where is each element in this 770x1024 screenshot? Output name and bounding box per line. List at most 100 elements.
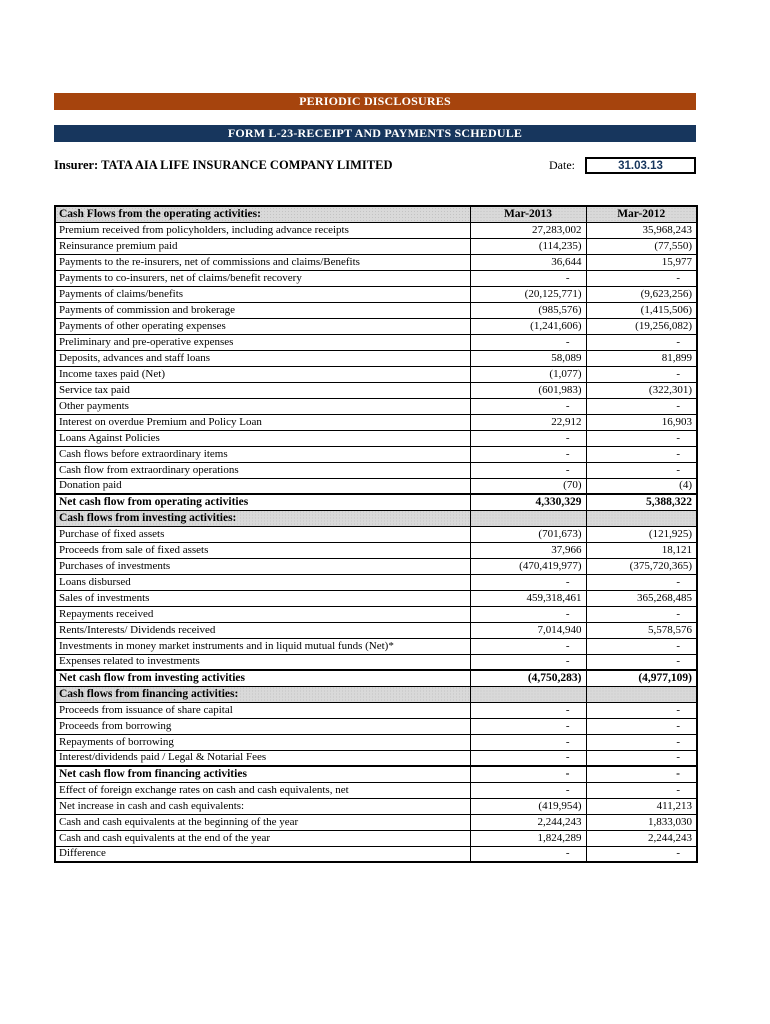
row-label: Payments of other operating expenses [54,317,471,335]
row-label: Proceeds from sale of fixed assets [54,541,471,559]
value-mar-2013: 4,330,329 [469,493,587,511]
value-mar-2012: (121,925) [585,525,698,543]
section-operating-activities: Cash Flows from the operating activities… [54,205,471,223]
value-mar-2013: 58,089 [469,349,587,367]
table-row: Interest on overdue Premium and Policy L… [54,413,698,431]
value-mar-2012: 16,903 [585,413,698,431]
table-row: Preliminary and pre-operative expenses - - [54,333,698,351]
value-mar-2012: (322,301) [585,381,698,399]
date-label: Date: [549,158,575,172]
value-mar-2012: 18,121 [585,541,698,559]
table-row: Net increase in cash and cash equivalent… [54,797,698,815]
value-mar-2012: 1,833,030 [585,813,698,831]
table-row: Cash and cash equivalents at the end of … [54,829,698,847]
row-label: Cash flow from extraordinary operations [54,461,471,479]
table-row: Cash flow from extraordinary operations -… [54,461,698,479]
value-mar-2013 [469,685,587,703]
value-mar-2012: 81,899 [585,349,698,367]
value-mar-2013: (470,419,977) [469,557,587,575]
row-label: Deposits, advances and staff loans [54,349,471,367]
row-label: Interest/dividends paid / Legal & Notari… [54,749,471,767]
table-row: Net cash flow from investing activities (… [54,669,698,687]
value-mar-2013: - [469,733,587,751]
row-label: Net cash flow from investing activities [54,669,471,687]
row-label: Rents/Interests/ Dividends received [54,621,471,639]
row-label: Cash flows before extraordinary items [54,445,471,463]
table-row: Net cash flow from financing activities -… [54,765,698,783]
value-mar-2013: (70) [469,477,587,495]
value-mar-2012: (4,977,109) [585,669,698,687]
row-label: Cash and cash equivalents at the beginni… [54,813,471,831]
value-mar-2013: (985,576) [469,301,587,319]
row-label: Loans Against Policies [54,429,471,447]
table-row: Payments to co-insurers, net of claims/b… [54,269,698,287]
value-mar-2013: 459,318,461 [469,589,587,607]
value-mar-2013: 27,283,002 [469,221,587,239]
row-label: Donation paid [54,477,471,495]
value-mar-2012 [585,509,698,527]
value-mar-2013: (701,673) [469,525,587,543]
row-label: Net cash flow from operating activities [54,493,471,511]
insurer-line: Insurer: TATA AIA LIFE INSURANCE COMPANY… [54,158,392,173]
value-mar-2012: 5,388,322 [585,493,698,511]
row-label: Sales of investments [54,589,471,607]
value-mar-2013: - [469,573,587,591]
table-row: Deposits, advances and staff loans 58,089… [54,349,698,367]
row-label: Purchases of investments [54,557,471,575]
value-mar-2012: (19,256,082) [585,317,698,335]
value-mar-2012: - [585,445,698,463]
table-row: Payments to the re-insurers, net of comm… [54,253,698,271]
row-label: Premium received from policyholders, inc… [54,221,471,239]
row-label: Repayments received [54,605,471,623]
value-mar-2013: 22,912 [469,413,587,431]
row-label: Net cash flow from financing activities [54,765,471,783]
row-label: Payments of commission and brokerage [54,301,471,319]
date-field[interactable]: 31.03.13 [585,157,696,174]
value-mar-2013: - [469,461,587,479]
value-mar-2013: - [469,445,587,463]
table-row: Effect of foreign exchange rates on cash… [54,781,698,799]
value-mar-2012: - [585,653,698,671]
value-mar-2012: - [585,333,698,351]
value-mar-2013: - [469,845,587,863]
table-row: Reinsurance premium paid (114,235) (77,550… [54,237,698,255]
insurer-date-row: Insurer: TATA AIA LIFE INSURANCE COMPANY… [54,156,696,175]
value-mar-2012: - [585,269,698,287]
table-row: Proceeds from borrowing - - [54,717,698,735]
value-mar-2012: - [585,717,698,735]
value-mar-2012: 35,968,243 [585,221,698,239]
table-row: Payments of commission and brokerage (985… [54,301,698,319]
value-mar-2013: - [469,749,587,767]
row-label: Payments to co-insurers, net of claims/b… [54,269,471,287]
value-mar-2012: 5,578,576 [585,621,698,639]
section-header-row: Cash flows from financing activities: [54,685,698,703]
value-mar-2013: - [469,333,587,351]
table-row: Rents/Interests/ Dividends received 7,014… [54,621,698,639]
value-mar-2013: - [469,397,587,415]
row-label: Repayments of borrowing [54,733,471,751]
value-mar-2012 [585,685,698,703]
table-row: Payments of claims/benefits (20,125,771)(… [54,285,698,303]
value-mar-2012: - [585,429,698,447]
periodic-disclosures-title: PERIODIC DISCLOSURES [299,94,451,108]
row-label: Reinsurance premium paid [54,237,471,255]
row-label: Purchase of fixed assets [54,525,471,543]
table-row: Cash and cash equivalents at the beginni… [54,813,698,831]
value-mar-2012: - [585,637,698,655]
value-mar-2012: - [585,573,698,591]
value-mar-2012: - [585,701,698,719]
table-row: Loans Against Policies - - [54,429,698,447]
value-mar-2013: (1,077) [469,365,587,383]
row-label: Proceeds from borrowing [54,717,471,735]
value-mar-2013: - [469,717,587,735]
row-label: Loans disbursed [54,573,471,591]
value-mar-2012: (4) [585,477,698,495]
row-label: Service tax paid [54,381,471,399]
value-mar-2013: - [469,765,587,783]
table-row: Payments of other operating expenses (1,2… [54,317,698,335]
value-mar-2012: (77,550) [585,237,698,255]
row-label: Cash and cash equivalents at the end of … [54,829,471,847]
table-row: Sales of investments 459,318,461 365,268,4… [54,589,698,607]
value-mar-2013: - [469,429,587,447]
